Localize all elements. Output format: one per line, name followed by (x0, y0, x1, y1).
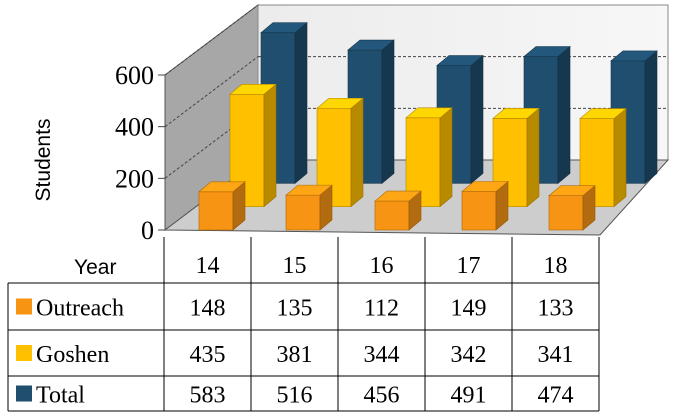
legend-swatch (16, 298, 32, 315)
y-tick-label: 600 (115, 61, 154, 90)
y-axis-label: Students (32, 119, 55, 202)
data-table: Year 14 15 16 17 18 Outreach 148 135 112 149 133 Go… (7, 237, 600, 412)
legend-label: Total (36, 383, 85, 409)
y-tick-label: 0 (141, 216, 154, 245)
bar-outreach-15 (285, 184, 333, 231)
bar-outreach-16 (374, 190, 422, 231)
y-tick-label: 400 (115, 113, 154, 142)
data-label: 133 (538, 296, 574, 322)
data-label: 149 (451, 296, 487, 322)
bar-outreach-14 (198, 181, 246, 231)
bar-goshen-16 (405, 107, 453, 208)
data-label: 583 (190, 383, 226, 409)
bar-goshen-17 (492, 107, 540, 208)
data-label: 474 (538, 383, 574, 409)
data-label: 516 (277, 383, 313, 409)
gridline (164, 4, 259, 76)
data-label: 435 (190, 342, 226, 368)
data-label: 342 (451, 342, 487, 368)
x-axis-label: Year (74, 256, 116, 279)
data-label: 148 (190, 296, 226, 322)
x-tick-label: 17 (457, 253, 481, 279)
bar-outreach-17 (461, 180, 509, 231)
x-tick-label: 14 (196, 253, 220, 279)
legend-label: Goshen (36, 342, 109, 368)
legend-label: Outreach (36, 296, 124, 322)
data-label: 135 (277, 296, 313, 322)
data-label: 456 (364, 383, 400, 409)
data-label: 341 (538, 342, 574, 368)
data-label: 112 (364, 296, 399, 322)
bar-outreach-18 (548, 185, 596, 231)
y-tick-label: 200 (115, 164, 154, 193)
legend-swatch (16, 385, 32, 402)
gridline (164, 56, 259, 128)
y-axis: 0 200 400 600 (115, 61, 165, 245)
x-tick-label: 18 (544, 253, 568, 279)
x-tick-label: 15 (283, 253, 307, 279)
data-label: 381 (277, 342, 313, 368)
data-label: 344 (364, 342, 400, 368)
legend-swatch (16, 345, 32, 361)
x-tick-label: 16 (370, 253, 394, 279)
data-label: 491 (451, 383, 487, 409)
bars (198, 22, 658, 231)
